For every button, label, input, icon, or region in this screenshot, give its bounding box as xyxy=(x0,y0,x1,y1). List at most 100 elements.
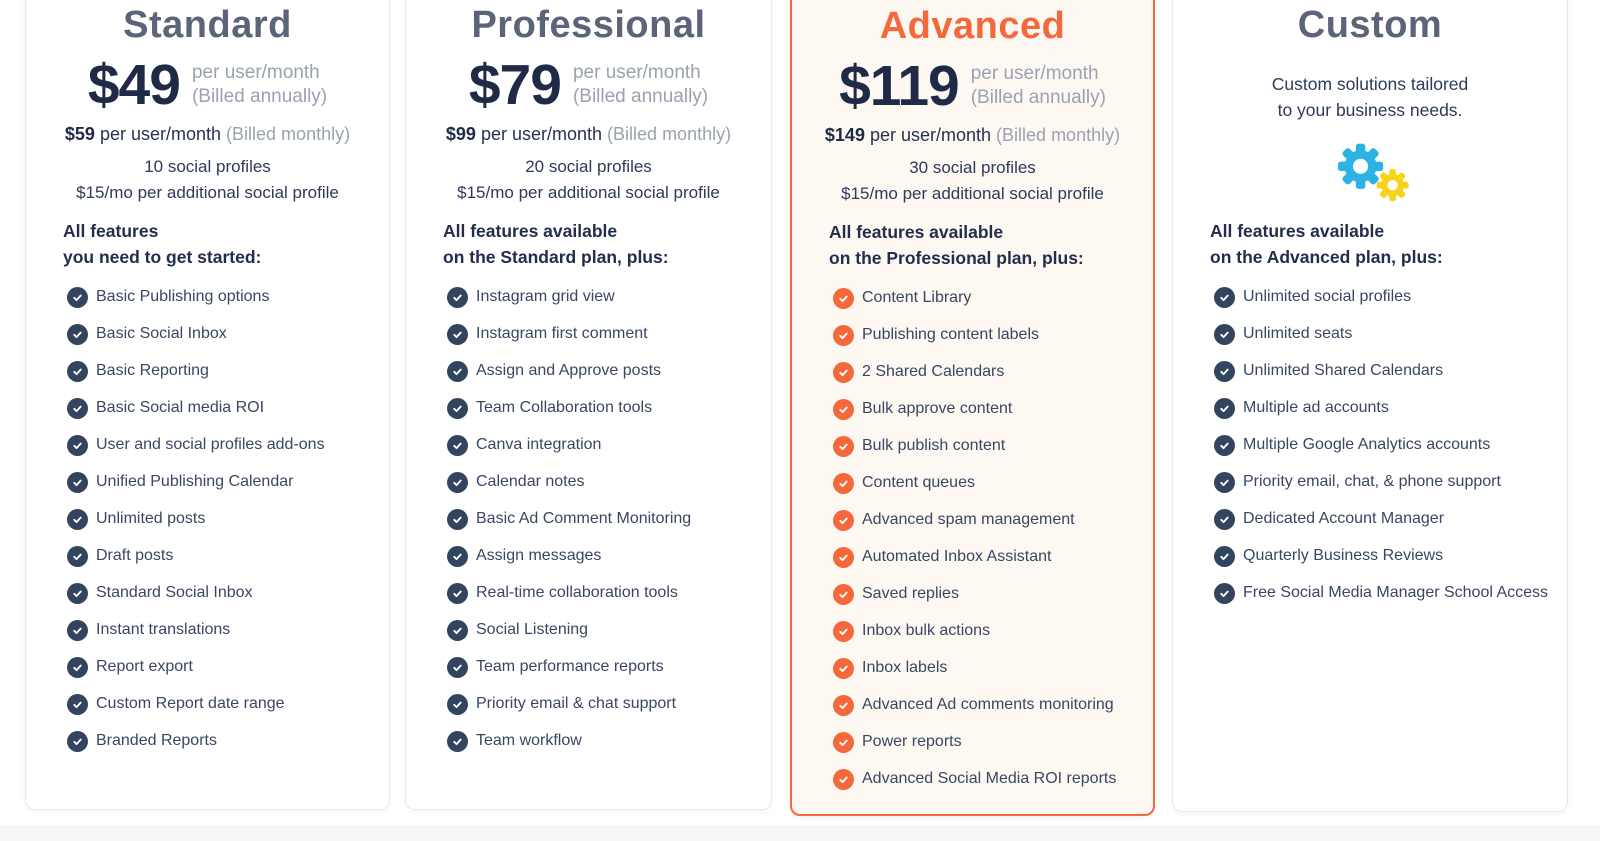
annual-note-line1: per user/month xyxy=(572,61,701,83)
feature-item: Multiple ad accounts xyxy=(1210,390,1567,427)
additional-profile-price: $15/mo per additional social profile xyxy=(841,183,1104,203)
feature-item: Basic Ad Comment Monitoring xyxy=(443,501,771,538)
check-icon xyxy=(833,361,854,383)
feature-item: Unlimited social profiles xyxy=(1210,279,1567,316)
feature-item: Team workflow xyxy=(443,723,771,760)
feature-item: Advanced spam management xyxy=(829,502,1153,539)
monthly-price-note: (Billed monthly) xyxy=(996,125,1121,145)
gears-icon xyxy=(1337,143,1409,201)
feature-label: Team Collaboration tools xyxy=(476,399,653,417)
feature-label: Standard Social Inbox xyxy=(96,584,253,602)
feature-label: Multiple Google Analytics accounts xyxy=(1243,436,1491,454)
custom-header: Custom solutions tailored to your busine… xyxy=(1173,71,1567,204)
check-icon xyxy=(1214,582,1235,604)
feature-label: Social Listening xyxy=(476,621,589,639)
feature-item: 2 Shared Calendars xyxy=(829,354,1153,391)
price-header: $79 per user/month (Billed annually) $99… xyxy=(406,53,771,205)
check-icon xyxy=(67,434,88,456)
check-icon xyxy=(67,693,88,715)
feature-item: Saved replies xyxy=(829,576,1153,613)
custom-description-line2: to your business needs. xyxy=(1277,100,1463,121)
feature-item: Canva integration xyxy=(443,427,771,464)
check-icon xyxy=(447,730,468,752)
annual-note-line2: (Billed annually) xyxy=(970,87,1106,108)
check-icon xyxy=(1214,286,1235,308)
check-icon xyxy=(833,509,854,531)
feature-item: Advanced Ad comments monitoring xyxy=(829,687,1153,724)
check-icon xyxy=(67,397,88,419)
feature-label: Real-time collaboration tools xyxy=(476,584,678,602)
feature-item: Basic Social media ROI xyxy=(63,390,389,427)
feature-label: Multiple ad accounts xyxy=(1243,399,1389,417)
check-icon xyxy=(833,472,854,494)
features-heading-line2: on the Advanced plan, plus: xyxy=(1210,246,1443,267)
annual-price-note: per user/month (Billed annually) xyxy=(192,61,327,110)
feature-item: Quarterly Business Reviews xyxy=(1210,538,1567,575)
profiles-count: 30 social profiles xyxy=(909,158,1036,177)
check-icon xyxy=(833,546,854,568)
feature-label: Advanced Ad comments monitoring xyxy=(862,696,1114,714)
monthly-price-line: $99 per user/month (Billed monthly) xyxy=(406,124,771,145)
feature-label: Advanced Social Media ROI reports xyxy=(862,770,1117,788)
features-list: Basic Publishing options Basic Social Inb… xyxy=(63,279,389,760)
features-heading-line2: you need to get started: xyxy=(63,246,262,267)
features-heading: All features available on the Standard p… xyxy=(443,219,771,271)
feature-label: Automated Inbox Assistant xyxy=(862,548,1052,566)
feature-item: Bulk approve content xyxy=(829,391,1153,428)
feature-label: Bulk approve content xyxy=(862,400,1013,418)
feature-label: Content Library xyxy=(862,289,972,307)
monthly-price: $99 xyxy=(445,124,476,144)
feature-item: Publishing content labels xyxy=(829,317,1153,354)
check-icon xyxy=(67,730,88,752)
feature-item: Priority email, chat, & phone support xyxy=(1210,464,1567,501)
features-heading-line1: All features available xyxy=(443,221,618,241)
plan-card-standard: Standard $49 per user/month (Billed annu… xyxy=(25,0,390,810)
feature-item: Branded Reports xyxy=(63,723,389,760)
annual-price-note: per user/month (Billed annually) xyxy=(971,62,1106,111)
check-icon xyxy=(447,397,468,419)
features-heading-line1: All features xyxy=(63,221,159,241)
feature-item: Priority email & chat support xyxy=(443,686,771,723)
feature-item: Unified Publishing Calendar xyxy=(63,464,389,501)
features-section: All features available on the Advanced p… xyxy=(1173,219,1567,612)
check-icon xyxy=(447,286,468,308)
features-list: Instagram grid view Instagram first comme… xyxy=(443,279,771,760)
footer-band xyxy=(0,826,1600,841)
feature-label: Power reports xyxy=(862,733,962,751)
features-heading-line2: on the Standard plan, plus: xyxy=(443,246,669,267)
features-heading: All features available on the Profession… xyxy=(829,220,1153,272)
annual-price: $79 xyxy=(468,53,562,117)
check-icon xyxy=(833,324,854,346)
check-icon xyxy=(833,694,854,716)
profiles-count: 10 social profiles xyxy=(144,157,271,176)
custom-description-line1: Custom solutions tailored xyxy=(1271,74,1469,94)
feature-item: Content queues xyxy=(829,465,1153,502)
feature-item: Basic Social Inbox xyxy=(63,316,389,353)
features-heading: All features you need to get started: xyxy=(63,219,389,271)
annual-note-line2: (Billed annually) xyxy=(572,86,709,107)
check-icon xyxy=(833,435,854,457)
plan-title: Advanced xyxy=(879,5,1066,47)
check-icon xyxy=(1214,360,1235,382)
features-section: All features available on the Profession… xyxy=(792,220,1153,798)
check-icon xyxy=(67,656,88,678)
feature-item: Basic Publishing options xyxy=(63,279,389,316)
check-icon xyxy=(67,545,88,567)
feature-item: Assign messages xyxy=(443,538,771,575)
feature-label: Inbox labels xyxy=(862,659,948,677)
feature-label: Custom Report date range xyxy=(96,695,285,713)
feature-item: Inbox labels xyxy=(829,650,1153,687)
feature-label: Instagram grid view xyxy=(476,288,615,306)
feature-item: Unlimited posts xyxy=(63,501,389,538)
profiles-count: 20 social profiles xyxy=(525,157,652,176)
feature-label: Unlimited seats xyxy=(1243,325,1353,343)
check-icon xyxy=(447,434,468,456)
monthly-price-line: $59 per user/month (Billed monthly) xyxy=(26,124,389,145)
plan-card-advanced: Advanced $119 per user/month (Billed ann… xyxy=(790,0,1155,816)
additional-profile-price: $15/mo per additional social profile xyxy=(76,182,339,202)
feature-label: Free Social Media Manager School Access xyxy=(1243,584,1549,602)
check-icon xyxy=(833,287,854,309)
feature-label: Basic Reporting xyxy=(96,362,209,380)
feature-label: Team workflow xyxy=(476,732,582,750)
annual-note-line1: per user/month xyxy=(191,61,320,83)
